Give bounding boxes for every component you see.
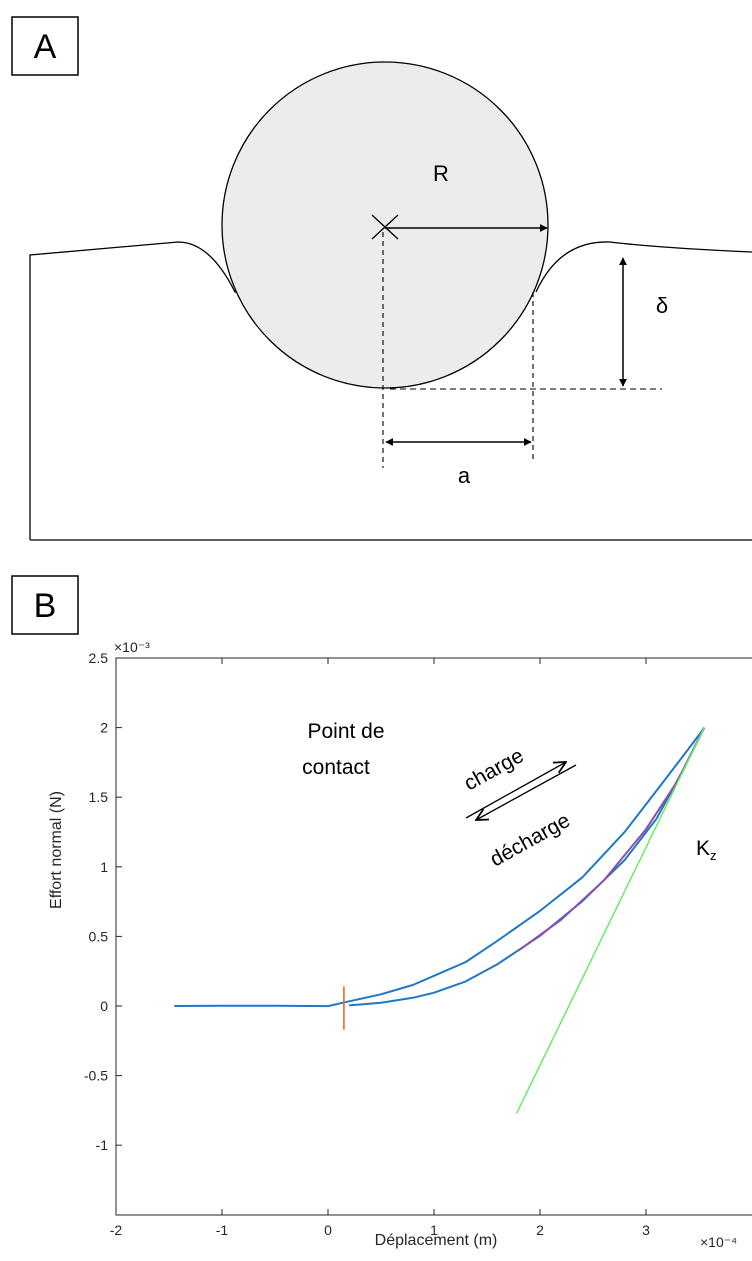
- charge-annotation: charge: [460, 744, 527, 795]
- centre-cross-b: [371, 214, 399, 240]
- y-tick-label: 0.5: [89, 928, 109, 944]
- y-tick-label: -0.5: [84, 1068, 108, 1084]
- series-decharge: [349, 727, 706, 1007]
- panel-a: A R δ a: [11, 16, 752, 541]
- panel-a-label-box: [11, 16, 79, 76]
- sphere: [221, 61, 549, 389]
- contact-annotation-line2: contact: [302, 756, 370, 779]
- contact-annotation-line1: Point de: [307, 720, 384, 743]
- series-charge: [174, 727, 706, 1008]
- x-exponent: ×10⁻⁴: [700, 1234, 737, 1250]
- y-tick-label: 1.5: [89, 789, 109, 805]
- y-exponent: ×10⁻³: [114, 639, 150, 655]
- panel-b-label-box: [11, 575, 79, 635]
- chart: -2 -1 0 1 2 3 2.5 2 1.5 1 0.5 0 -0.5 -1 ×10⁻³ ×10⁻⁴ D…: [48, 639, 752, 1250]
- x-tick-label: 2: [536, 1222, 544, 1238]
- x-axis-label: Déplacement (m): [375, 1232, 498, 1249]
- x-tick-label: 1: [430, 1222, 438, 1238]
- stiffness-annotation: Kz: [696, 837, 717, 863]
- panel-b: B -2 -1 0 1 2 3 2.5 2 1.5 1 0.5 0 -0.5 -1 ×10⁻³ ×10⁻⁴…: [11, 575, 752, 1250]
- panel-b-label: B: [34, 587, 57, 625]
- radius-label: R: [433, 161, 449, 186]
- stiffness-main: K: [696, 837, 710, 860]
- panel-a-label: A: [34, 28, 57, 66]
- y-tick-label: -1: [96, 1137, 109, 1153]
- y-tick-label: 1: [100, 859, 108, 875]
- y-axis-label: Effort normal (N): [48, 791, 65, 909]
- series-layer: [174, 727, 706, 1114]
- x-tick-label: -1: [216, 1222, 229, 1238]
- stiffness-sub: z: [710, 848, 717, 863]
- x-tick-label: 3: [642, 1222, 650, 1238]
- series-stiffness: [516, 727, 705, 1114]
- decharge-arrow: [476, 764, 577, 820]
- decharge-annotation: décharge: [486, 809, 574, 872]
- plot-frame: [115, 657, 752, 1216]
- x-tick-label: -2: [110, 1222, 123, 1238]
- y-tick-label: 2: [100, 720, 108, 736]
- y-tick-label: 0: [100, 998, 108, 1014]
- y-tick-label: 2.5: [89, 650, 109, 666]
- charge-arrow: [465, 762, 566, 819]
- depth-label: δ: [656, 293, 668, 318]
- x-tick-label: 0: [324, 1222, 332, 1238]
- substrate-outline: [29, 241, 752, 540]
- contact-radius-label: a: [458, 463, 471, 488]
- ticks: -2 -1 0 1 2 3 2.5 2 1.5 1 0.5 0 -0.5 -1: [84, 650, 650, 1238]
